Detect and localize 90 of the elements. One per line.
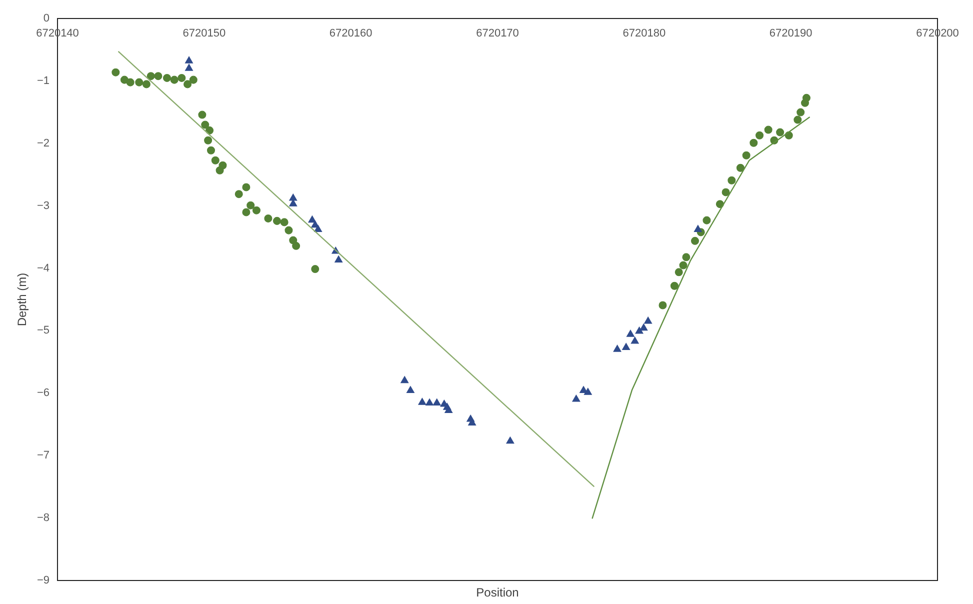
point bbox=[184, 80, 192, 88]
point bbox=[311, 265, 320, 274]
point bbox=[796, 108, 805, 116]
point bbox=[702, 216, 711, 224]
point bbox=[742, 151, 750, 160]
y-tick-label: −3 bbox=[36, 200, 50, 212]
y-tick-label: −5 bbox=[36, 324, 50, 337]
point bbox=[189, 76, 198, 84]
point bbox=[206, 146, 216, 154]
point bbox=[120, 76, 128, 84]
point bbox=[218, 161, 227, 170]
point bbox=[584, 388, 592, 395]
point bbox=[682, 253, 690, 262]
point bbox=[246, 201, 255, 210]
point bbox=[184, 56, 194, 64]
y-tick-label: −2 bbox=[36, 137, 50, 150]
line-series bbox=[592, 116, 810, 519]
point bbox=[644, 316, 652, 324]
point bbox=[506, 436, 514, 444]
point bbox=[162, 74, 172, 82]
point bbox=[289, 194, 298, 201]
point bbox=[204, 136, 212, 144]
point bbox=[280, 218, 288, 226]
point bbox=[444, 406, 453, 414]
point bbox=[736, 164, 744, 172]
point bbox=[640, 324, 648, 331]
point bbox=[750, 138, 758, 147]
point bbox=[272, 216, 282, 225]
point bbox=[432, 398, 441, 406]
y-tick-label: −7 bbox=[36, 450, 50, 462]
point bbox=[154, 72, 162, 80]
point bbox=[126, 78, 134, 86]
point bbox=[572, 394, 580, 402]
y-tick-label: −1 bbox=[36, 74, 50, 87]
point bbox=[198, 110, 206, 119]
y-tick-label: −4 bbox=[36, 262, 50, 274]
y-tick-label: −6 bbox=[36, 387, 50, 400]
point bbox=[242, 183, 250, 192]
point bbox=[728, 176, 736, 184]
point bbox=[674, 268, 683, 276]
y-tick-label: −9 bbox=[36, 574, 50, 586]
point bbox=[626, 330, 634, 337]
x-tick-label: 6720150 bbox=[182, 28, 226, 40]
x-tick-label: 6720160 bbox=[329, 28, 372, 40]
point bbox=[670, 282, 678, 290]
point bbox=[264, 214, 272, 222]
point bbox=[206, 126, 214, 134]
point bbox=[284, 226, 293, 234]
point bbox=[426, 398, 434, 406]
point bbox=[201, 120, 210, 129]
point bbox=[776, 128, 784, 136]
point bbox=[635, 326, 644, 334]
x-tick-label: 6720190 bbox=[769, 28, 812, 40]
point bbox=[694, 224, 702, 232]
point bbox=[400, 376, 409, 384]
point bbox=[146, 72, 155, 80]
point bbox=[406, 386, 414, 394]
point bbox=[690, 236, 700, 245]
point bbox=[802, 94, 810, 102]
point bbox=[211, 156, 220, 164]
point bbox=[794, 116, 802, 124]
point bbox=[112, 68, 120, 76]
point bbox=[170, 76, 178, 84]
point bbox=[292, 242, 300, 250]
point bbox=[756, 131, 764, 140]
point bbox=[252, 206, 260, 214]
point bbox=[630, 336, 639, 344]
point bbox=[334, 256, 343, 263]
point bbox=[658, 301, 667, 310]
y-tick-label: 0 bbox=[43, 12, 50, 24]
point bbox=[679, 261, 688, 270]
point bbox=[622, 342, 630, 350]
x-axis-title: Position bbox=[476, 586, 519, 600]
y-axis-title: Depth (m) bbox=[14, 272, 29, 326]
point bbox=[308, 216, 316, 223]
x-tick-label: 6720170 bbox=[476, 28, 519, 40]
y-tick-label: −8 bbox=[36, 512, 50, 524]
point bbox=[242, 208, 250, 216]
point bbox=[613, 344, 622, 352]
point bbox=[764, 126, 772, 134]
point bbox=[142, 80, 150, 88]
point bbox=[418, 398, 426, 405]
x-tick-label: 6720180 bbox=[622, 28, 666, 40]
point bbox=[234, 190, 243, 198]
point bbox=[722, 188, 730, 196]
point bbox=[289, 199, 298, 206]
point bbox=[184, 64, 194, 71]
point bbox=[135, 78, 144, 86]
point bbox=[178, 74, 186, 82]
point bbox=[314, 224, 322, 232]
